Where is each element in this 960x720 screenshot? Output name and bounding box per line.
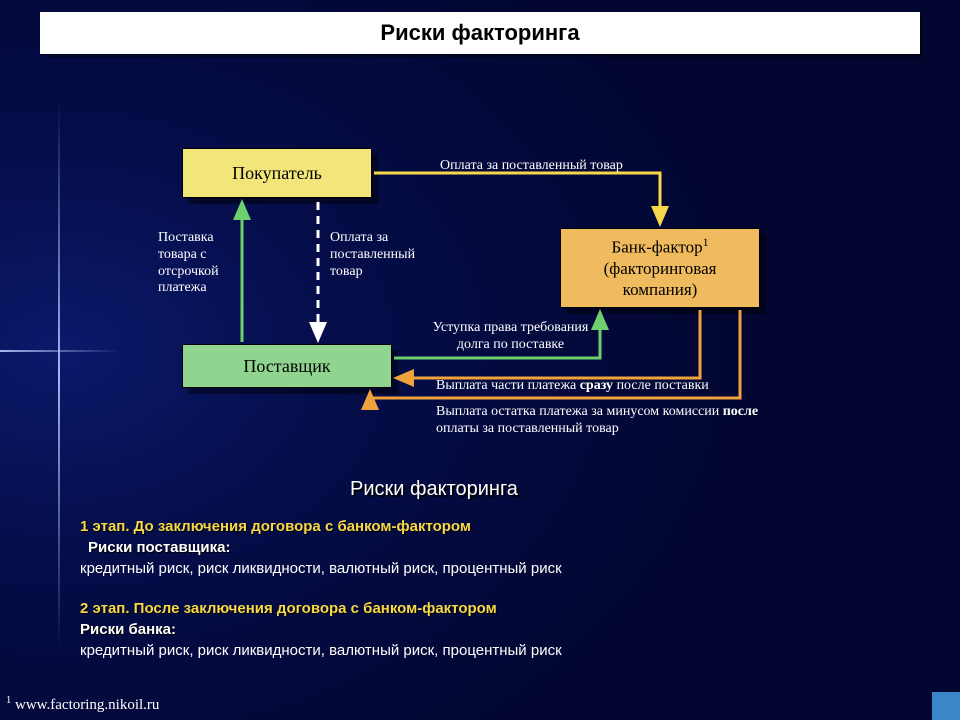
label-payment-mid: Оплата за поставленный товар [330,230,440,280]
stage2-body: кредитный риск, риск ликвидности, валютн… [80,640,900,661]
node-buyer-label: Покупатель [232,162,322,185]
edge-buyer-to-bank [374,173,660,224]
footnote: 1 www.factoring.nikoil.ru [6,695,159,714]
label-assignment: Уступка права требования долга по постав… [418,320,603,354]
stage2-title: 2 этап. После заключения договора с банк… [80,598,900,619]
slide-title: Риски факторинга [40,12,920,54]
label-remainder: Выплата остатка платежа за минусом комис… [436,404,776,438]
risks-stage1: 1 этап. До заключения договора с банком-… [80,516,900,579]
label-payment-top: Оплата за поставленный товар [440,158,623,175]
stage2-sub: Риски банка: [80,619,900,640]
corner-accent [932,692,960,720]
stage1-body: кредитный риск, риск ликвидности, валютн… [80,558,900,579]
decorative-flare-vertical [58,100,60,650]
risks-stage2: 2 этап. После заключения договора с банк… [80,598,900,661]
node-supplier-label: Поставщик [243,355,330,378]
slide-stage: Риски факторинга Покупатель Поставщик Ба… [0,0,960,720]
node-supplier: Поставщик [182,344,392,388]
node-bank: Банк-фактор1 (факторинговая компания) [560,228,760,308]
label-delivery-deferred: Поставка товара с отсрочкой платежа [158,230,233,297]
node-buyer: Покупатель [182,148,372,198]
stage1-title: 1 этап. До заключения договора с банком-… [80,516,900,537]
stage1-sub: Риски поставщика: [88,537,900,558]
label-partpay: Выплата части платежа сразу после постав… [436,378,709,395]
node-bank-label: Банк-фактор1 (факторинговая компания) [565,235,755,300]
decorative-flare-horizontal [0,350,120,352]
risks-subheader: Риски факторинга [350,478,518,501]
